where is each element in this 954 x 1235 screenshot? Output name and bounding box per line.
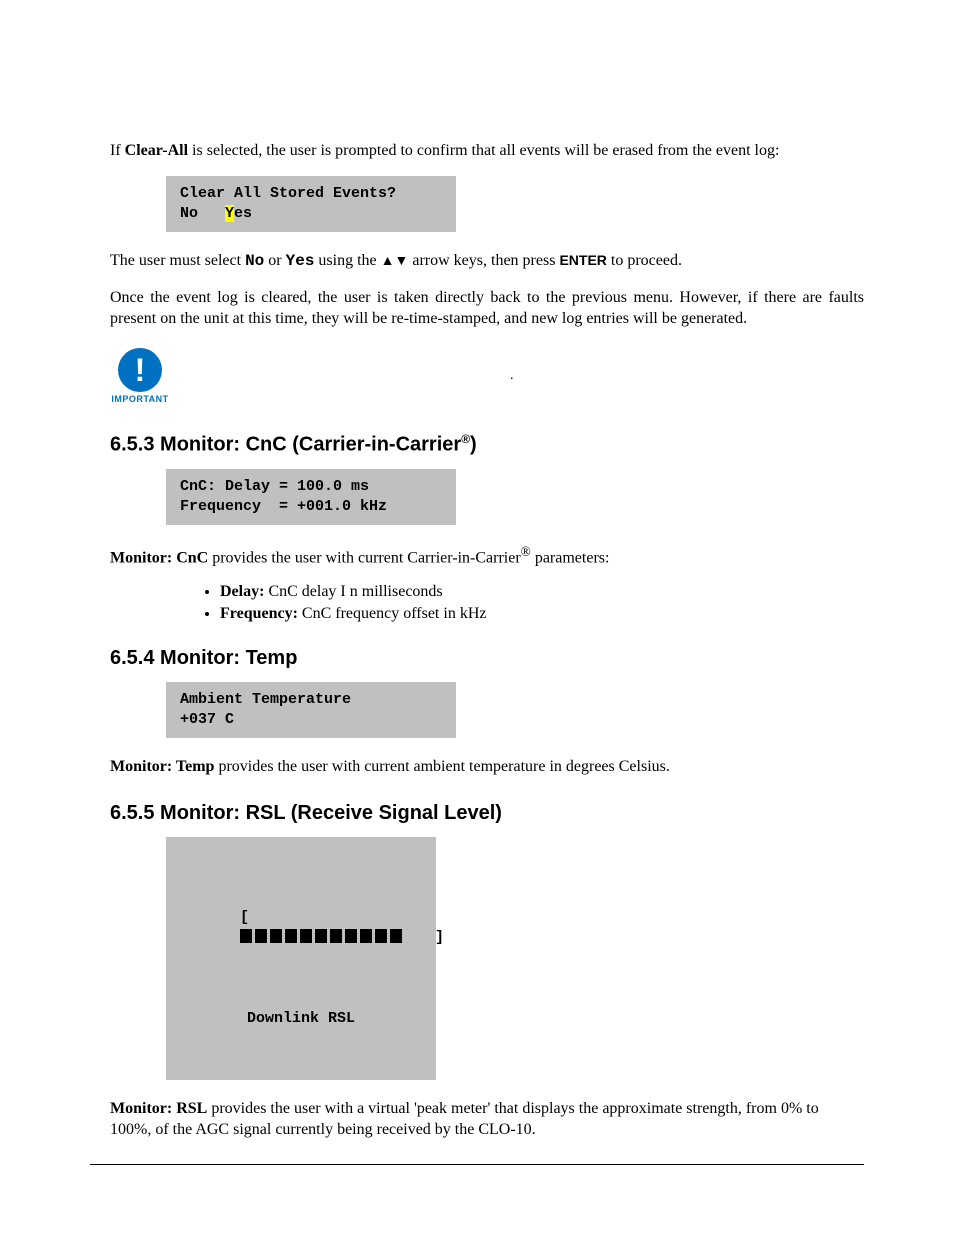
lcd-option-yes-highlight: Y	[225, 205, 234, 222]
section-title-end: )	[470, 434, 477, 456]
text-bold: Monitor: Temp	[110, 758, 214, 775]
para-after-clear: Once the event log is cleared, the user …	[110, 287, 864, 330]
text: is selected, the user is prompted to con…	[188, 142, 779, 159]
lcd-line: Ambient Temperature	[180, 691, 351, 708]
lcd-rsl: [ ] Downlink RSL	[166, 837, 436, 1080]
text: to proceed.	[607, 252, 682, 269]
intro-clearall: If Clear-All is selected, the user is pr…	[110, 140, 864, 162]
enter-key-label: ENTER	[559, 252, 606, 268]
important-label: IMPORTANT	[110, 394, 170, 404]
para-rsl-desc: Monitor: RSL provides the user with a vi…	[110, 1098, 864, 1141]
text: The user must select	[110, 252, 245, 269]
lcd-cnc: CnC: Delay = 100.0 ms Frequency = +001.0…	[166, 469, 456, 526]
section-number: 6.5.4	[110, 647, 154, 669]
rsl-fill-bars	[240, 929, 405, 946]
lcd-line: Frequency = +001.0 kHz	[180, 498, 387, 515]
text: provides the user with current ambient t…	[214, 758, 669, 775]
text-bold: Frequency:	[220, 605, 298, 622]
important-icon: ! IMPORTANT	[110, 348, 170, 404]
lcd-line: CnC: Delay = 100.0 ms	[180, 478, 369, 495]
section-number: 6.5.5	[110, 802, 154, 824]
section-title: Monitor: RSL (Receive Signal Level)	[154, 802, 501, 824]
text: arrow keys, then press	[408, 252, 559, 269]
heading-monitor-cnc: 6.5.3 Monitor: CnC (Carrier-in-Carrier®)	[110, 432, 864, 457]
registered-mark: ®	[461, 432, 470, 446]
para-select-noyes: The user must select No or Yes using the…	[110, 250, 864, 273]
heading-monitor-temp: 6.5.4 Monitor: Temp	[110, 647, 864, 670]
list-item: Delay: CnC delay I n milliseconds	[220, 583, 864, 601]
text-bold: Monitor: RSL	[110, 1100, 207, 1117]
text: using the	[314, 252, 380, 269]
lcd-clear-all: Clear All Stored Events? No Yes	[166, 176, 456, 233]
section-title: Monitor: Temp	[154, 647, 297, 669]
section-title: Monitor: CnC (Carrier-in-Carrier	[154, 434, 461, 456]
stray-dot: .	[510, 368, 514, 384]
bracket-right: ]	[435, 929, 445, 946]
text: CnC delay I n milliseconds	[264, 583, 442, 600]
bracket-left: [	[240, 909, 250, 926]
lcd-line: Downlink RSL	[180, 1009, 422, 1029]
page-footer-rule	[90, 1164, 864, 1165]
lcd-temp: Ambient Temperature +037 C	[166, 682, 456, 739]
heading-monitor-rsl: 6.5.5 Monitor: RSL (Receive Signal Level…	[110, 802, 864, 825]
text: provides the user with current Carrier-i…	[208, 549, 520, 566]
lcd-option-yes-rest: es	[234, 205, 252, 222]
lcd-line: Clear All Stored Events?	[180, 185, 396, 202]
text: or	[264, 252, 285, 269]
list-item: Frequency: CnC frequency offset in kHz	[220, 605, 864, 623]
registered-mark: ®	[521, 544, 531, 559]
text-mono-yes: Yes	[286, 252, 315, 270]
text-bold: Delay:	[220, 583, 264, 600]
lcd-line: +037 C	[180, 711, 234, 728]
important-callout: ! IMPORTANT .	[110, 348, 864, 404]
cnc-bullet-list: Delay: CnC delay I n milliseconds Freque…	[220, 583, 864, 623]
text-mono-no: No	[245, 252, 264, 270]
lcd-option-no: No	[180, 205, 225, 222]
para-temp-desc: Monitor: Temp provides the user with cur…	[110, 756, 864, 778]
para-cnc-desc: Monitor: CnC provides the user with curr…	[110, 543, 864, 569]
text: CnC frequency offset in kHz	[298, 605, 487, 622]
text-bold: Clear-All	[125, 142, 188, 159]
text: parameters:	[531, 549, 610, 566]
text: provides the user with a virtual 'peak m…	[110, 1100, 819, 1139]
text: If	[110, 142, 125, 159]
section-number: 6.5.3	[110, 434, 154, 456]
text-bold: Monitor: CnC	[110, 549, 208, 566]
arrow-keys-icon: ▲▼	[381, 254, 409, 269]
rsl-peak-meter: [ ]	[180, 888, 422, 969]
